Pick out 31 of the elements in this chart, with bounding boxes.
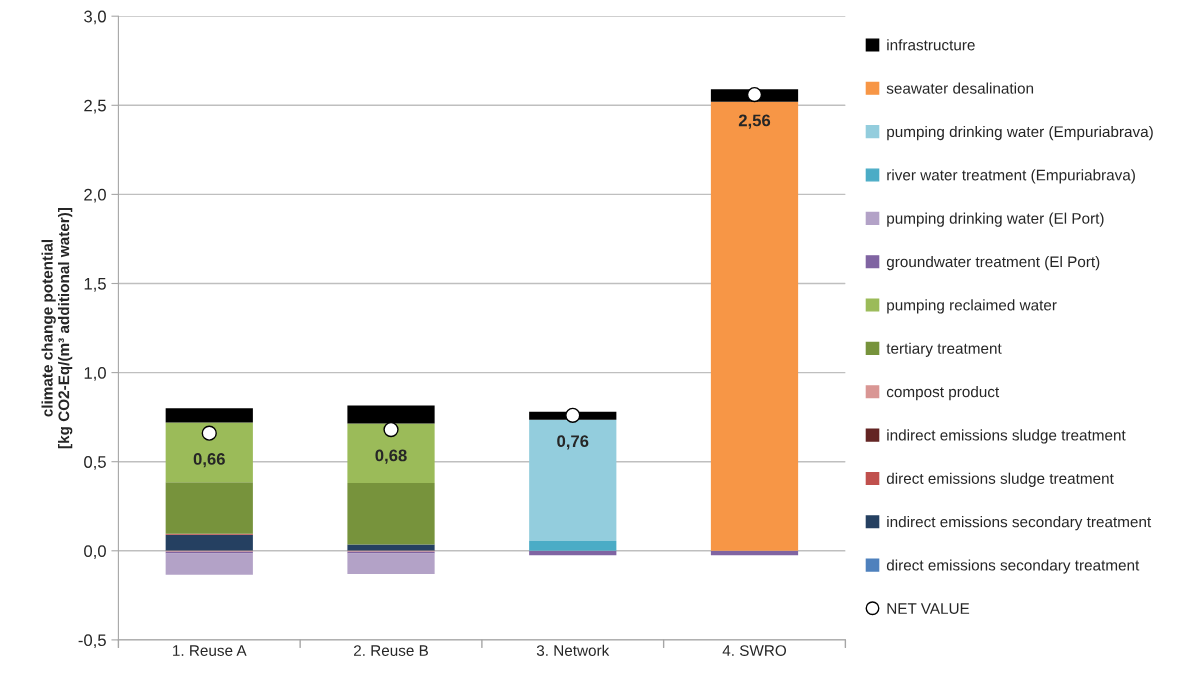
data-label: 0,76	[557, 435, 589, 450]
legend-label: pumping drinking water (El Port)	[887, 212, 1104, 227]
legend-label: direct emissions secondary treatment	[886, 559, 1140, 574]
x-tick-label: 4. SWRO	[722, 645, 787, 656]
legend-label: NET VALUE	[887, 603, 970, 614]
y-tick-label: 1,0	[84, 367, 106, 381]
x-tick-label: 3. Network	[536, 644, 610, 656]
legend-label: indirect emissions sludge treatment	[887, 429, 1126, 444]
y-tick-label: 2,5	[84, 99, 106, 114]
legend-label: pumping drinking water (Empuriabrava)	[887, 125, 1153, 141]
y-tick-label: 2,0	[84, 188, 106, 203]
data-label: 2,56	[738, 114, 771, 129]
y-tick-label: -0,5	[78, 634, 106, 649]
legend-label: direct emissions sludge treatment	[886, 472, 1114, 487]
legend-label: indirect emissions secondary treatment	[887, 516, 1152, 531]
legend-label: infrastructure	[887, 39, 975, 51]
data-label: 0,66	[193, 453, 225, 468]
legend-label: compost product	[886, 386, 1000, 401]
y-tick-label: 3,0	[84, 10, 106, 25]
legend-label: river water treatment (Empuriabrava)	[887, 169, 1135, 184]
y-tick-label: 1,5	[84, 278, 106, 292]
legend-label: pumping reclaimed water	[887, 299, 1057, 314]
data-label: 0,68	[375, 449, 407, 464]
y-tick-label: 0,0	[84, 545, 106, 559]
legend-label: seawater desalination	[886, 82, 1034, 94]
legend-label: tertiary treatment	[886, 342, 1002, 357]
y-axis-title: climate change potential [kg CO2-Eq/(m³ additional water)]	[41, 207, 73, 449]
x-tick-label: 2. Reuse B	[353, 645, 428, 656]
x-tick-label: 1. Reuse A	[173, 645, 247, 656]
legend-label: groundwater treatment (El Port)	[886, 255, 1100, 271]
y-tick-label: 0,5	[84, 456, 106, 470]
